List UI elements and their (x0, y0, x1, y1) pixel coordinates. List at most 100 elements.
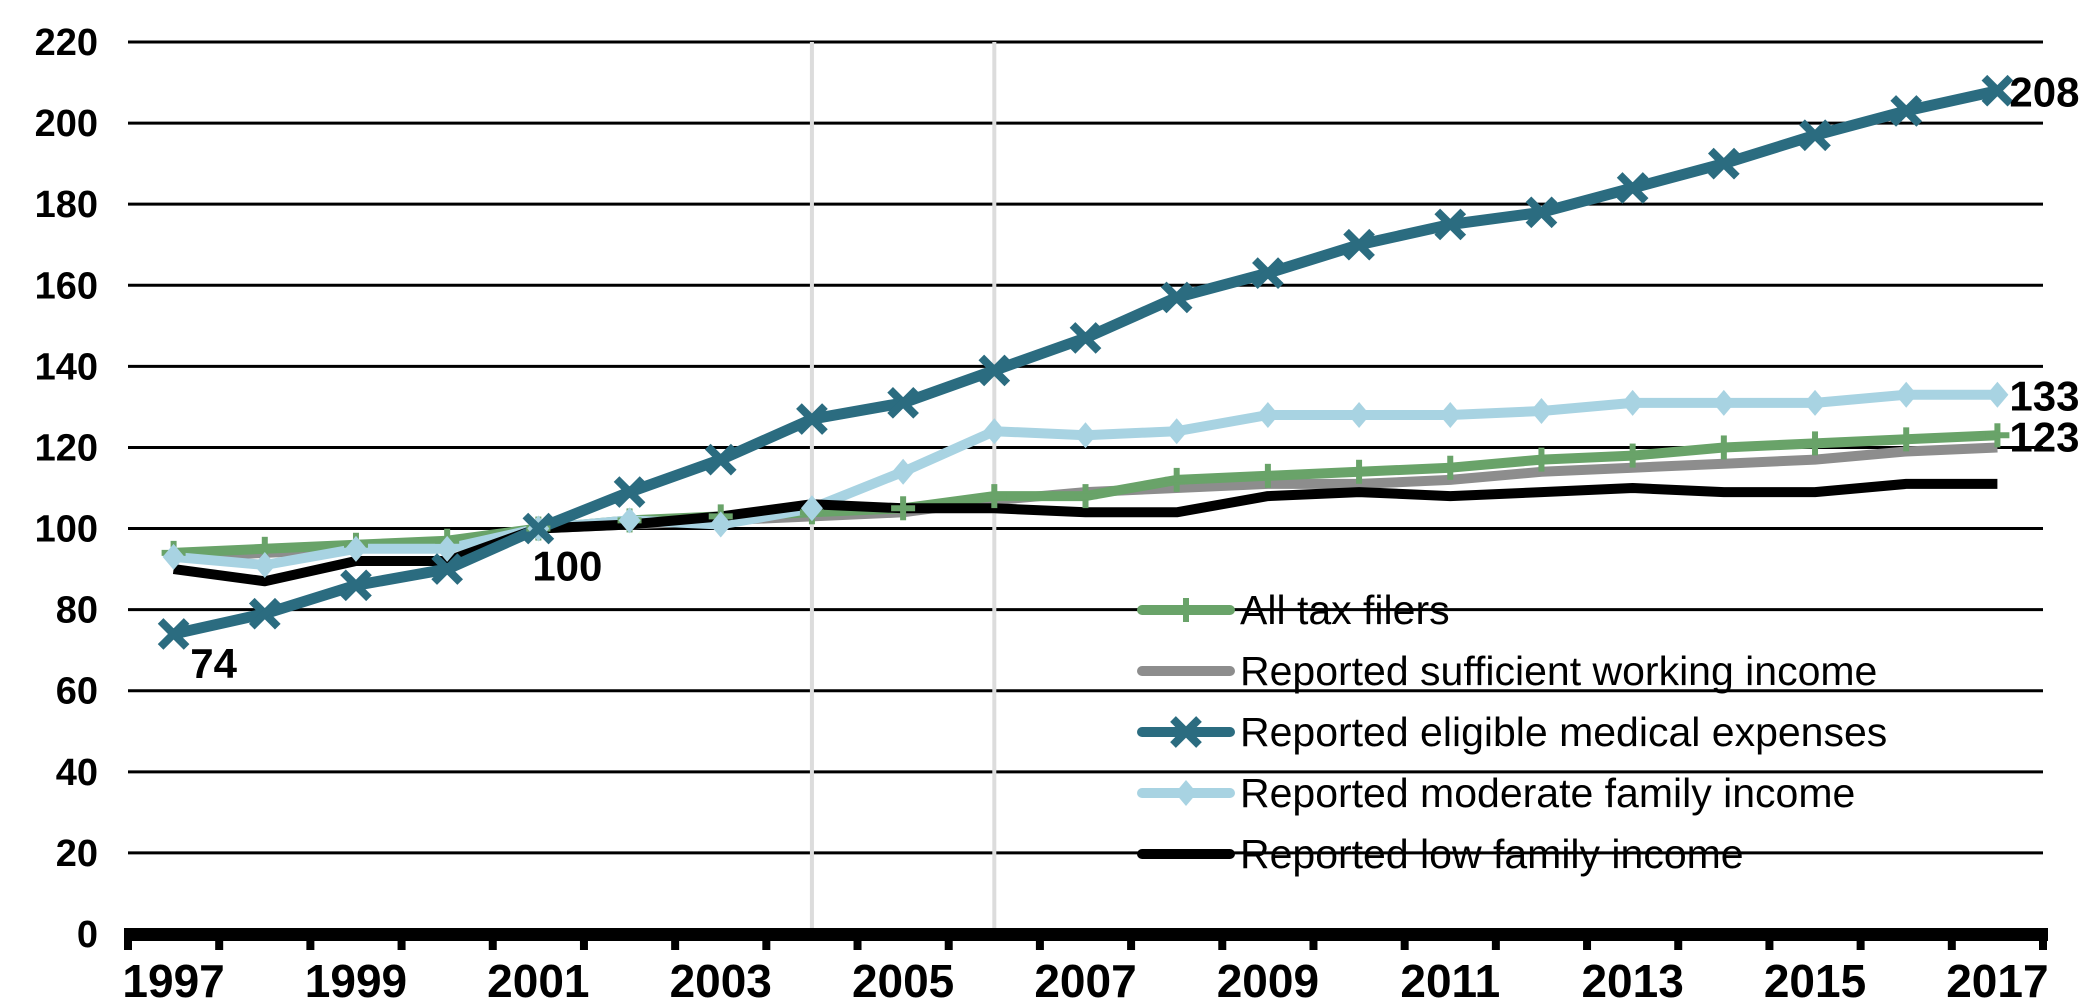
x-axis-tick (2039, 928, 2047, 950)
x-axis-tick (1218, 928, 1227, 950)
marker-x-reported-eligible-medical-expenses (1069, 322, 1102, 354)
marker-diamond-reported-moderate-family-income (162, 543, 185, 570)
marker-x-reported-eligible-medical-expenses (1252, 257, 1284, 289)
legend-label-all-tax-filers: All tax filers (1240, 587, 1450, 633)
y-tick-label-220: 220 (35, 22, 98, 64)
y-tick-label-80: 80 (56, 590, 98, 632)
x-axis-tick (124, 928, 132, 950)
marker-diamond-reported-moderate-family-income (1074, 422, 1097, 449)
marker-x-reported-eligible-medical-expenses (340, 569, 372, 602)
marker-diamond-reported-moderate-family-income (618, 507, 641, 534)
legend-marker-reported-moderate-family-income (1175, 780, 1197, 806)
x-axis-tick (1674, 928, 1683, 950)
x-axis-tick (1583, 928, 1592, 950)
marker-x-reported-eligible-medical-expenses (704, 443, 737, 476)
marker-diamond-reported-moderate-family-income (1530, 397, 1553, 424)
marker-diamond-reported-moderate-family-income (344, 535, 367, 562)
x-axis-tick (853, 928, 862, 950)
x-axis-tick (1765, 928, 1774, 950)
x-tick-label-2017: 2017 (1946, 955, 2048, 1007)
marker-x-reported-eligible-medical-expenses (1434, 208, 1467, 241)
marker-diamond-reported-moderate-family-income (1256, 402, 1279, 429)
x-tick-label-1997: 1997 (122, 955, 224, 1007)
x-tick-label-2013: 2013 (1581, 955, 1683, 1007)
marker-x-reported-eligible-medical-expenses (613, 476, 646, 508)
x-axis-tick (944, 928, 953, 950)
data-label-133: 133 (2009, 373, 2079, 420)
marker-diamond-reported-moderate-family-income (1895, 381, 1918, 408)
y-tick-label-120: 120 (35, 427, 98, 469)
x-axis-tick (1947, 928, 1956, 950)
marker-x-reported-eligible-medical-expenses (1708, 147, 1740, 180)
marker-diamond-reported-moderate-family-income (709, 511, 732, 538)
legend-label-reported-sufficient-working-income: Reported sufficient working income (1240, 648, 1877, 694)
x-axis-line (124, 928, 2048, 941)
y-tick-label-160: 160 (35, 265, 98, 307)
data-label-100: 100 (532, 543, 602, 590)
x-axis-tick (1856, 928, 1865, 950)
x-axis-tick (306, 928, 315, 950)
x-tick-label-2003: 2003 (670, 955, 772, 1007)
x-axis-tick (762, 928, 771, 950)
marker-diamond-reported-moderate-family-income (1986, 381, 2009, 408)
marker-diamond-reported-moderate-family-income (892, 458, 915, 485)
marker-x-reported-eligible-medical-expenses (887, 387, 919, 419)
y-tick-label-40: 40 (56, 752, 98, 794)
marker-diamond-reported-moderate-family-income (1712, 389, 1735, 416)
marker-diamond-reported-moderate-family-income (800, 495, 823, 522)
legend-label-reported-eligible-medical-expenses: Reported eligible medical expenses (1240, 709, 1887, 755)
marker-x-reported-eligible-medical-expenses (157, 618, 190, 650)
x-axis-tick (488, 928, 497, 950)
x-tick-label-2005: 2005 (852, 955, 954, 1007)
data-label-208: 208 (2009, 69, 2079, 116)
marker-diamond-reported-moderate-family-income (1804, 389, 1827, 416)
y-tick-label-100: 100 (35, 509, 98, 551)
y-tick-label-0: 0 (77, 914, 98, 956)
x-axis-tick (671, 928, 680, 950)
marker-x-reported-eligible-medical-expenses (431, 553, 463, 585)
marker-diamond-reported-moderate-family-income (1621, 389, 1644, 416)
marker-x-reported-eligible-medical-expenses (1890, 95, 1923, 127)
marker-x-reported-eligible-medical-expenses (1981, 74, 2014, 107)
x-tick-label-2007: 2007 (1034, 955, 1136, 1007)
marker-x-reported-eligible-medical-expenses (1525, 196, 1558, 229)
x-axis-tick (1035, 928, 1044, 950)
legend-marker-reported-eligible-medical-expenses (1170, 716, 1202, 748)
y-tick-label-20: 20 (56, 833, 98, 875)
marker-x-reported-eligible-medical-expenses (1160, 281, 1193, 314)
x-axis-tick (397, 928, 406, 950)
y-tick-label-180: 180 (35, 184, 98, 226)
marker-x-reported-eligible-medical-expenses (978, 354, 1011, 387)
x-axis-tick (1309, 928, 1318, 950)
marker-x-reported-eligible-medical-expenses (248, 597, 281, 630)
marker-diamond-reported-moderate-family-income (436, 535, 459, 562)
y-tick-label-60: 60 (56, 671, 98, 713)
marker-x-reported-eligible-medical-expenses (1616, 172, 1649, 204)
x-axis-tick (1127, 928, 1136, 950)
legend-label-reported-low-family-income: Reported low family income (1240, 831, 1744, 877)
data-label-74: 74 (190, 640, 237, 687)
x-axis-tick (1400, 928, 1409, 950)
y-tick-label-200: 200 (35, 103, 98, 145)
marker-diamond-reported-moderate-family-income (1348, 402, 1371, 429)
marker-diamond-reported-moderate-family-income (1165, 418, 1188, 445)
x-tick-label-1999: 1999 (305, 955, 407, 1007)
data-label-123: 123 (2009, 413, 2079, 460)
y-tick-label-140: 140 (35, 346, 98, 388)
x-tick-label-2009: 2009 (1217, 955, 1319, 1007)
x-axis-tick (579, 928, 588, 950)
marker-x-reported-eligible-medical-expenses (1799, 119, 1831, 152)
marker-diamond-reported-moderate-family-income (253, 552, 276, 579)
marker-x-reported-eligible-medical-expenses (796, 403, 828, 435)
marker-diamond-reported-moderate-family-income (1439, 402, 1462, 429)
marker-x-reported-eligible-medical-expenses (1343, 228, 1375, 261)
marker-x-reported-eligible-medical-expenses (522, 512, 555, 545)
x-tick-label-2015: 2015 (1764, 955, 1866, 1007)
x-axis-tick (1491, 928, 1500, 950)
x-tick-label-2011: 2011 (1400, 955, 1500, 1007)
legend-label-reported-moderate-family-income: Reported moderate family income (1240, 770, 1855, 816)
x-axis-tick (215, 928, 224, 950)
x-tick-label-2001: 2001 (487, 955, 589, 1007)
